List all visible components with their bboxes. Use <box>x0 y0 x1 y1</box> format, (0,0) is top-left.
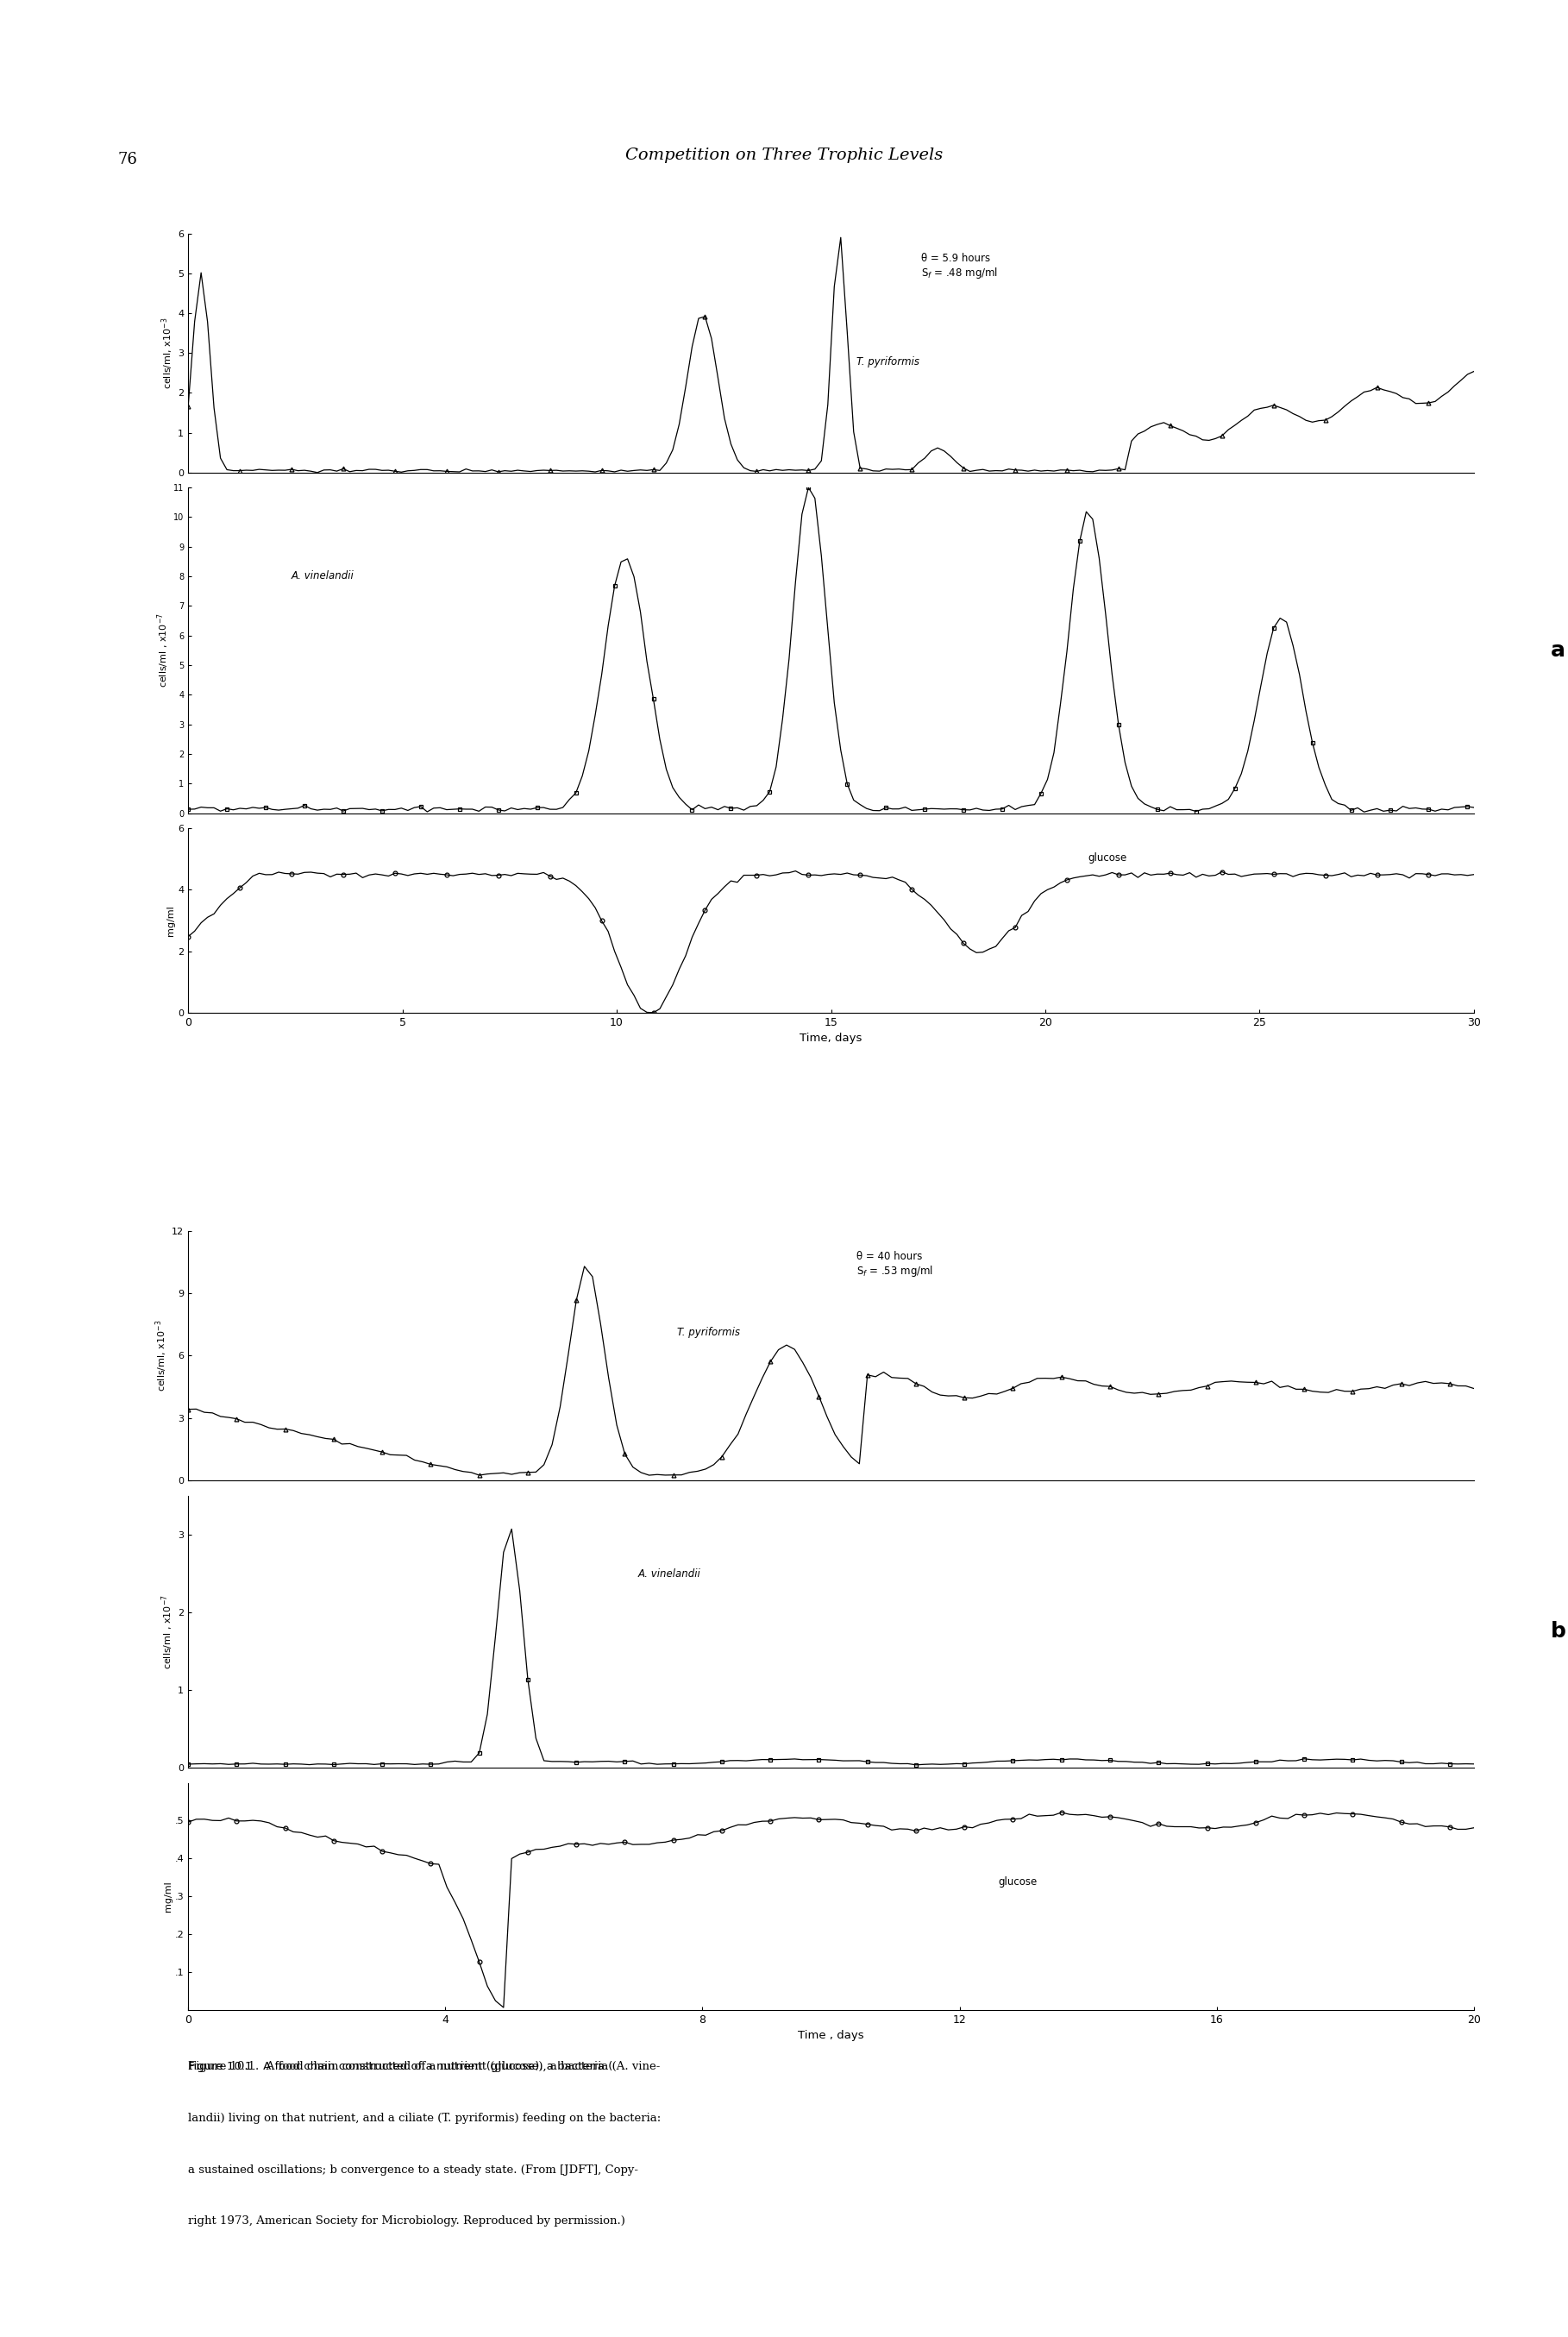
Text: 76: 76 <box>118 152 138 168</box>
Y-axis label: mg/ml: mg/ml <box>163 1881 172 1912</box>
Text: T. pyriformis: T. pyriformis <box>856 358 920 367</box>
Text: glucose: glucose <box>1088 853 1127 865</box>
Text: glucose: glucose <box>999 1877 1036 1888</box>
Text: a sustained oscillations; b convergence to a steady state. (From [JDFT], Copy-: a sustained oscillations; b convergence … <box>188 2164 638 2176</box>
Text: θ = 40 hours
S$_f$ = .53 mg/ml: θ = 40 hours S$_f$ = .53 mg/ml <box>856 1250 933 1278</box>
Text: landii) living on that nutrient, and a ciliate (T. pyriformis) feeding on the ba: landii) living on that nutrient, and a c… <box>188 2113 662 2124</box>
Y-axis label: cells/ml, x10$^{-3}$: cells/ml, x10$^{-3}$ <box>160 318 176 388</box>
Text: Figure 10.1.  A food chain constructed of a nutrient (glucose), a bacteria (: Figure 10.1. A food chain constructed of… <box>188 2061 613 2073</box>
Text: Figure 10.1.  A food chain constructed of a nutrient (glucose), a bacteria (A. v: Figure 10.1. A food chain constructed of… <box>188 2061 660 2073</box>
Text: A. vinelandii: A. vinelandii <box>638 1568 701 1580</box>
Text: T. pyriformis: T. pyriformis <box>677 1327 740 1339</box>
Y-axis label: cells/ml, x10$^{-3}$: cells/ml, x10$^{-3}$ <box>154 1320 169 1391</box>
Text: right 1973, American Society for Microbiology. Reproduced by permission.): right 1973, American Society for Microbi… <box>188 2215 626 2227</box>
Text: Competition on Three Trophic Levels: Competition on Three Trophic Levels <box>626 147 942 164</box>
Y-axis label: cells/ml , x10$^{-7}$: cells/ml , x10$^{-7}$ <box>155 612 171 687</box>
Text: θ = 5.9 hours
S$_f$ = .48 mg/ml: θ = 5.9 hours S$_f$ = .48 mg/ml <box>920 252 997 280</box>
Text: A. vinelandii: A. vinelandii <box>292 570 354 582</box>
X-axis label: Time, days: Time, days <box>800 1033 862 1045</box>
X-axis label: Time , days: Time , days <box>798 2031 864 2040</box>
Y-axis label: cells/ml , x10$^{-7}$: cells/ml , x10$^{-7}$ <box>160 1594 176 1669</box>
Y-axis label: mg/ml: mg/ml <box>166 904 176 935</box>
Text: b: b <box>1551 1622 1566 1643</box>
Text: a: a <box>1551 640 1566 661</box>
